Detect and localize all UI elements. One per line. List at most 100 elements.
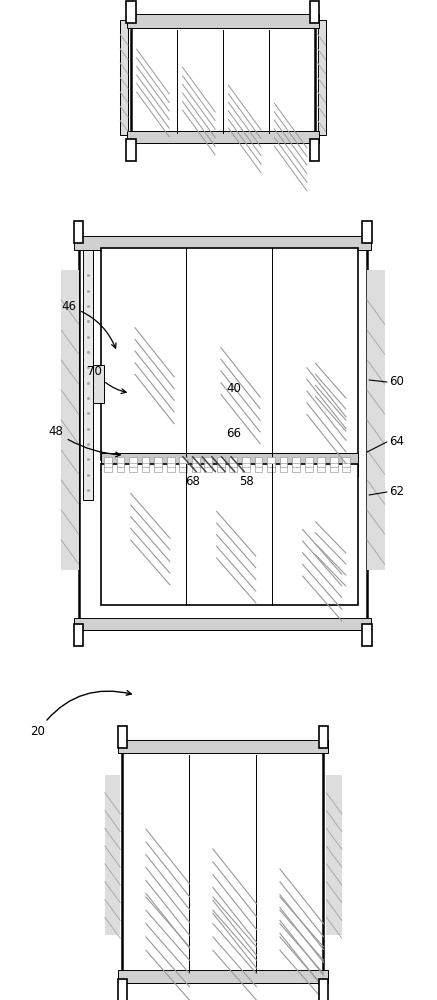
Text: 40: 40 [226, 382, 241, 395]
Bar [61, 270, 79, 570]
Text: 46: 46 [61, 300, 116, 348]
Bar [310, 139, 319, 161]
Bar [280, 457, 288, 463]
Bar [280, 461, 288, 467]
Bar [129, 457, 137, 463]
Bar [101, 248, 358, 460]
Bar [120, 20, 128, 135]
Text: 20: 20 [31, 691, 131, 738]
Bar [74, 624, 83, 646]
Bar [310, 1, 319, 23]
Bar [179, 466, 187, 472]
Bar [242, 461, 250, 467]
Bar [127, 131, 319, 143]
Bar [342, 457, 350, 463]
Bar [192, 461, 200, 467]
Text: 58: 58 [239, 475, 254, 488]
Bar [217, 457, 225, 463]
Bar [305, 461, 312, 467]
Bar [74, 221, 83, 243]
Text: 66: 66 [226, 427, 241, 440]
Bar [342, 466, 350, 472]
Bar [205, 457, 212, 463]
Bar [154, 457, 162, 463]
Bar [167, 461, 175, 467]
Bar [242, 466, 250, 472]
Bar [229, 466, 237, 472]
Bar [142, 466, 149, 472]
Bar [292, 457, 300, 463]
Bar [167, 457, 175, 463]
Bar [229, 461, 237, 467]
Bar [342, 461, 350, 467]
Bar [142, 457, 149, 463]
Bar [330, 461, 338, 467]
Bar [127, 14, 319, 28]
Bar [179, 457, 187, 463]
Bar [142, 461, 149, 467]
Text: 60: 60 [389, 375, 404, 388]
Bar [104, 466, 112, 472]
Bar [154, 461, 162, 467]
Bar [74, 618, 371, 630]
Bar [192, 457, 200, 463]
Bar [367, 270, 385, 570]
Bar [292, 461, 300, 467]
Bar [254, 461, 262, 467]
Bar [117, 461, 125, 467]
Bar [229, 457, 237, 463]
Bar [117, 457, 125, 463]
Bar [101, 453, 358, 476]
Bar [118, 740, 328, 753]
Bar [267, 457, 275, 463]
Bar [362, 624, 372, 646]
Bar [305, 466, 312, 472]
Bar [118, 726, 127, 748]
Bar [217, 461, 225, 467]
Bar [122, 745, 323, 975]
Text: 70: 70 [87, 365, 126, 394]
Bar [267, 461, 275, 467]
Text: 64: 64 [389, 435, 404, 448]
Bar [104, 461, 112, 467]
Bar [280, 466, 288, 472]
Bar [126, 139, 136, 161]
Bar [74, 236, 371, 250]
Bar [117, 466, 125, 472]
Bar [292, 466, 300, 472]
Bar [317, 461, 325, 467]
Bar [267, 466, 275, 472]
Bar [254, 457, 262, 463]
Bar [319, 726, 328, 748]
Text: 62: 62 [389, 485, 404, 498]
Bar [205, 466, 212, 472]
Bar [330, 466, 338, 472]
Bar [83, 250, 93, 500]
Bar [317, 466, 325, 472]
Text: 68: 68 [185, 475, 200, 488]
Bar [129, 461, 137, 467]
Bar [118, 970, 328, 983]
Bar [205, 461, 212, 467]
Bar [305, 457, 312, 463]
Text: 48: 48 [48, 425, 120, 457]
Bar [104, 457, 112, 463]
Bar [93, 365, 104, 403]
Bar [118, 979, 127, 1000]
Bar [101, 464, 358, 605]
Bar [242, 457, 250, 463]
Bar [167, 466, 175, 472]
Bar [362, 221, 372, 243]
Bar [126, 1, 136, 23]
Bar [254, 466, 262, 472]
Bar [217, 466, 225, 472]
Bar [179, 461, 187, 467]
Bar [105, 775, 120, 935]
Bar [79, 240, 367, 620]
Bar [317, 457, 325, 463]
Bar [318, 20, 326, 135]
Bar [330, 457, 338, 463]
Bar [154, 466, 162, 472]
Bar [129, 466, 137, 472]
Bar [326, 775, 342, 935]
